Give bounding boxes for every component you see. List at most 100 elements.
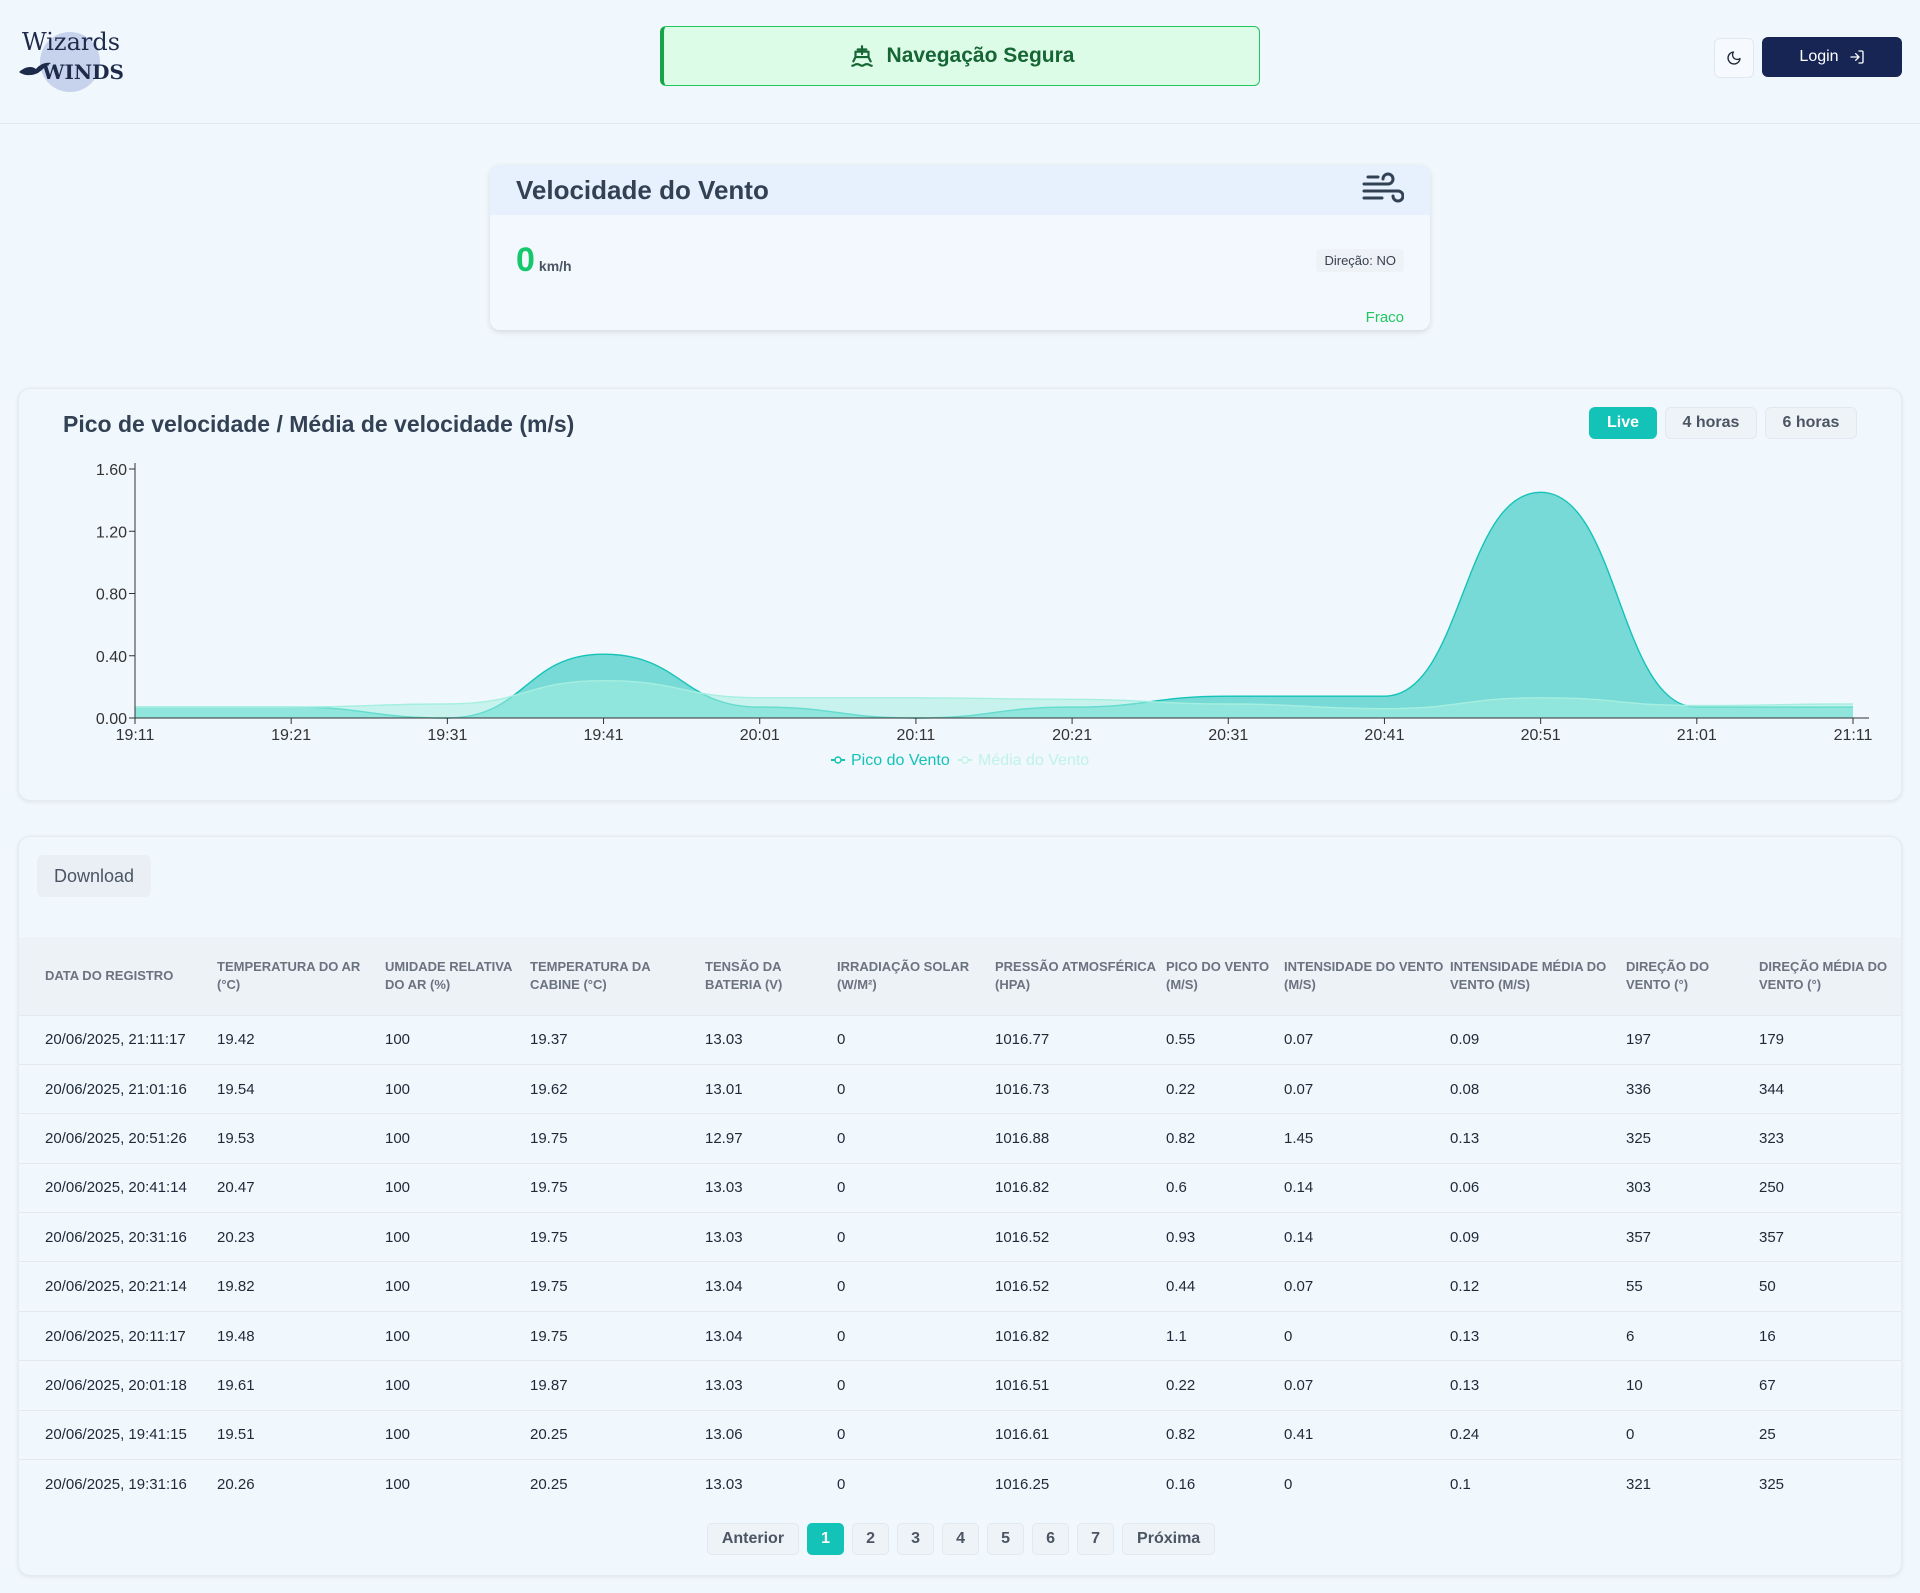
- table-cell: 250: [1759, 1162, 1901, 1213]
- table-cell: 0.14: [1284, 1162, 1450, 1213]
- table-cell: 13.03: [705, 1360, 837, 1411]
- x-tick-label: 19:21: [271, 727, 311, 744]
- table-cell: 19.51: [217, 1409, 385, 1460]
- x-tick-label: 21:11: [1834, 727, 1873, 744]
- wind-speed-value: 0 km/h: [516, 241, 572, 280]
- table-cell: 20/06/2025, 19:31:16: [19, 1459, 217, 1509]
- download-button[interactable]: Download: [37, 855, 151, 897]
- table-cell: 0: [837, 1162, 995, 1213]
- table-cell: 6: [1626, 1310, 1759, 1361]
- column-header: Intensidade média do vento (m/s): [1450, 958, 1607, 992]
- table-cell: 20.25: [530, 1409, 705, 1460]
- page-number-button[interactable]: 4: [942, 1523, 980, 1555]
- chart-title: Pico de velocidade / Média de velocidade…: [63, 411, 575, 437]
- table-cell: 0.55: [1166, 1014, 1284, 1065]
- column-header: Direção média do vento (°): [1759, 958, 1888, 992]
- range-4h-button[interactable]: 4 horas: [1665, 407, 1757, 439]
- range-6h-button[interactable]: 6 horas: [1765, 407, 1857, 439]
- table-cell: 20/06/2025, 19:41:15: [19, 1409, 217, 1460]
- table-cell: 0.6: [1166, 1162, 1284, 1213]
- table-cell: 100: [385, 1014, 530, 1065]
- page-number-button[interactable]: 2: [852, 1523, 890, 1555]
- table-cell: 19.53: [217, 1113, 385, 1164]
- table-cell: 0.1: [1450, 1459, 1626, 1509]
- page-number-button[interactable]: 6: [1032, 1523, 1070, 1555]
- column-header: Irradiação solar (W/m²): [837, 958, 970, 992]
- page-number-button[interactable]: 1: [807, 1523, 845, 1555]
- table-cell: 19.61: [217, 1360, 385, 1411]
- y-tick-label: 0.40: [96, 649, 127, 666]
- table-cell: 13.03: [705, 1162, 837, 1213]
- table-cell: 50: [1759, 1261, 1901, 1312]
- table-cell: 0.07: [1284, 1360, 1450, 1411]
- table-cell: 100: [385, 1360, 530, 1411]
- page-number-button[interactable]: 5: [987, 1523, 1025, 1555]
- table-cell: 100: [385, 1459, 530, 1509]
- legend-label: Pico do Vento: [851, 752, 950, 769]
- series-area-0: [135, 492, 1853, 718]
- table-cell: 0.09: [1450, 1212, 1626, 1262]
- previous-page-button[interactable]: Anterior: [706, 1523, 800, 1555]
- table-cell: 1.45: [1284, 1113, 1450, 1164]
- wind-speed-unit: km/h: [538, 258, 572, 274]
- table-cell: 0.08: [1450, 1063, 1626, 1114]
- table-cell: 1016.82: [995, 1310, 1166, 1361]
- x-tick-label: 20:31: [1208, 727, 1248, 744]
- column-header: Intensidade do vento (m/s): [1284, 958, 1444, 992]
- wind-icon: [1362, 172, 1404, 203]
- table-cell: 0.13: [1450, 1360, 1626, 1411]
- table-cell: 303: [1626, 1162, 1759, 1213]
- table-cell: 20/06/2025, 20:21:14: [19, 1261, 217, 1312]
- weather-data-card: Download Data do registro Temperatura do …: [18, 836, 1902, 1576]
- table-cell: 100: [385, 1113, 530, 1164]
- table-cell: 0: [837, 1113, 995, 1164]
- table-cell: 1016.52: [995, 1261, 1166, 1312]
- legend-marker: [961, 756, 969, 764]
- wind-area-chart: 0.00 0.40 0.80 1.20 1.60 19:11 19:21 19:31 19:41…: [96, 462, 1873, 769]
- logo-circle: [40, 32, 100, 92]
- column-header: Pico do vento (m/s): [1166, 958, 1270, 992]
- table-cell: 0.07: [1284, 1014, 1450, 1065]
- table-row: 20/06/2025, 20:31:16 20.23 100 19.75 13.03 0 1…: [19, 1212, 1901, 1262]
- moon-icon: [1727, 51, 1741, 65]
- navigation-status-label: Navegação Segura: [886, 44, 1075, 67]
- table-cell: 1.1: [1166, 1310, 1284, 1361]
- table-cell: 0.24: [1450, 1409, 1626, 1460]
- table-cell: 0: [1284, 1310, 1450, 1361]
- x-tick-label: 19:41: [584, 727, 624, 744]
- next-page-button[interactable]: Próxima: [1122, 1523, 1216, 1555]
- range-live-button[interactable]: Live: [1589, 407, 1657, 439]
- table-cell: 0.44: [1166, 1261, 1284, 1312]
- y-tick-label: 0.00: [96, 711, 127, 728]
- table-row: 20/06/2025, 21:11:17 19.42 100 19.37 13.03 0 1…: [19, 1014, 1901, 1065]
- table-cell: 0: [837, 1459, 995, 1509]
- table-cell: 0.82: [1166, 1113, 1284, 1164]
- table-cell: 19.75: [530, 1212, 705, 1262]
- table-cell: 20/06/2025, 21:11:17: [19, 1014, 217, 1065]
- table-cell: 0: [837, 1014, 995, 1065]
- table-cell: 20/06/2025, 20:01:18: [19, 1360, 217, 1411]
- table-cell: 344: [1759, 1063, 1901, 1114]
- x-tick-label: 20:21: [1052, 727, 1092, 744]
- table-cell: 0.14: [1284, 1212, 1450, 1262]
- x-tick-label: 20:51: [1521, 727, 1561, 744]
- table-cell: 0.12: [1450, 1261, 1626, 1312]
- table-cell: 0: [1626, 1409, 1759, 1460]
- table-cell: 20.25: [530, 1459, 705, 1509]
- table-cell: 19.42: [217, 1014, 385, 1065]
- table-cell: 357: [1626, 1212, 1759, 1262]
- table-cell: 325: [1626, 1113, 1759, 1164]
- page-number-button[interactable]: 7: [1077, 1523, 1115, 1555]
- wizards-winds-logo[interactable]: Wizards WINDS: [18, 26, 124, 92]
- table-cell: 321: [1626, 1459, 1759, 1509]
- login-button[interactable]: Login: [1762, 37, 1902, 77]
- theme-toggle-button[interactable]: [1714, 38, 1754, 78]
- table-cell: 1016.73: [995, 1063, 1166, 1114]
- table-cell: 19.62: [530, 1063, 705, 1114]
- table-cell: 100: [385, 1063, 530, 1114]
- page-number-button[interactable]: 3: [897, 1523, 935, 1555]
- logo-text-wizards: Wizards: [22, 28, 121, 56]
- column-header: Data do registro: [45, 967, 174, 983]
- x-tick-label: 19:31: [427, 727, 467, 744]
